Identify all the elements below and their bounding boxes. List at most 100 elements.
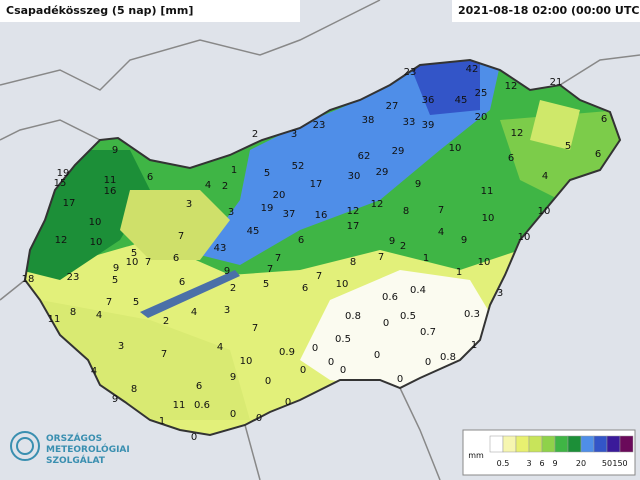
station-value: 3 xyxy=(497,288,503,299)
station-value: 0 xyxy=(300,365,306,376)
station-value: 10 xyxy=(478,257,491,268)
station-value: 6 xyxy=(147,172,153,183)
station-value: 7 xyxy=(106,297,112,308)
station-value: 7 xyxy=(252,323,258,334)
station-value: 0 xyxy=(340,365,346,376)
station-value: 0 xyxy=(191,432,197,443)
station-value: 9 xyxy=(112,145,118,156)
station-value: 5 xyxy=(264,168,270,179)
station-value: 16 xyxy=(104,186,117,197)
station-value: 33 xyxy=(403,117,416,128)
station-value: 10 xyxy=(126,257,139,268)
station-value: 23 xyxy=(404,67,417,78)
station-value: 10 xyxy=(240,356,253,367)
station-value: 6 xyxy=(601,114,607,125)
legend-swatch xyxy=(541,435,556,453)
station-value: 16 xyxy=(315,210,328,221)
logo-line: SZOLGÁLAT xyxy=(46,454,106,466)
station-value: 0 xyxy=(425,357,431,368)
legend-tick: 50 xyxy=(602,459,612,468)
station-value: 15 xyxy=(54,178,67,189)
title: Csapadékösszeg (5 nap) [mm] xyxy=(6,4,193,17)
station-value: 45 xyxy=(247,226,260,237)
station-value: 18 xyxy=(22,274,35,285)
station-value: 0 xyxy=(285,397,291,408)
station-value: 0 xyxy=(374,350,380,361)
station-value: 1 xyxy=(423,253,429,264)
legend-swatch xyxy=(619,435,634,453)
station-value: 0.5 xyxy=(335,334,351,345)
station-value: 12 xyxy=(511,128,524,139)
legend-swatch xyxy=(528,435,543,453)
station-value: 36 xyxy=(422,95,435,106)
station-value: 8 xyxy=(350,257,356,268)
legend-swatch xyxy=(502,435,517,453)
station-value: 0.6 xyxy=(194,400,210,411)
station-value: 37 xyxy=(283,209,296,220)
station-value: 10 xyxy=(90,237,103,248)
legend-swatch xyxy=(515,435,530,453)
station-value: 10 xyxy=(482,213,495,224)
station-value: 0.8 xyxy=(345,311,361,322)
station-value: 9 xyxy=(461,235,467,246)
station-value: 6 xyxy=(173,253,179,264)
station-value: 0 xyxy=(397,374,403,385)
station-value: 10 xyxy=(89,217,102,228)
station-value: 2 xyxy=(252,129,258,140)
station-value: 7 xyxy=(267,264,273,275)
legend: mm 0.5 3 6 9 20 50 150 xyxy=(462,429,636,476)
logo-line: METEOROLÓGIAI xyxy=(46,443,130,455)
station-value: 9 xyxy=(113,263,119,274)
station-value: 2 xyxy=(222,181,228,192)
station-value: 9 xyxy=(389,236,395,247)
station-value: 4 xyxy=(96,310,102,321)
station-value: 3 xyxy=(224,305,230,316)
station-value: 42 xyxy=(466,64,479,75)
legend-tick: 20 xyxy=(576,459,586,468)
station-value: 10 xyxy=(336,279,349,290)
station-value: 1 xyxy=(456,267,462,278)
station-value: 23 xyxy=(313,120,326,131)
legend-swatch xyxy=(554,435,569,453)
station-value: 38 xyxy=(362,115,375,126)
station-value: 7 xyxy=(161,349,167,360)
station-value: 4 xyxy=(91,366,97,377)
station-value: 2 xyxy=(400,241,406,252)
station-value: 0.8 xyxy=(440,352,456,363)
station-value: 9 xyxy=(415,179,421,190)
legend-tick: 6 xyxy=(539,459,544,468)
station-value: 1 xyxy=(471,340,477,351)
legend-swatch xyxy=(489,435,504,453)
station-value: 8 xyxy=(131,384,137,395)
station-value: 39 xyxy=(422,120,435,131)
station-value: 0.7 xyxy=(420,327,436,338)
station-value: 1 xyxy=(159,416,165,427)
station-value: 12 xyxy=(347,206,360,217)
station-value: 6 xyxy=(179,277,185,288)
station-value: 4 xyxy=(217,342,223,353)
station-value: 8 xyxy=(403,206,409,217)
station-value: 5 xyxy=(131,248,137,259)
station-value: 19 xyxy=(57,168,70,179)
station-value: 43 xyxy=(214,243,227,254)
logo: ORSZÁGOS METEOROLÓGIAI SZOLGÁLAT xyxy=(10,431,130,466)
station-value: 0.4 xyxy=(410,285,426,296)
station-value: 17 xyxy=(310,179,323,190)
station-value: 0 xyxy=(230,409,236,420)
station-value: 8 xyxy=(70,307,76,318)
legend-tick: 9 xyxy=(552,459,557,468)
station-value: 11 xyxy=(48,314,61,325)
station-value: 17 xyxy=(347,221,360,232)
legend-tick: 3 xyxy=(526,459,531,468)
legend-swatch xyxy=(606,435,621,453)
station-value: 45 xyxy=(455,95,468,106)
station-value: 5 xyxy=(263,279,269,290)
station-value: 4 xyxy=(542,171,548,182)
station-value: 10 xyxy=(538,206,551,217)
legend-tick: 0.5 xyxy=(497,459,510,468)
station-value: 21 xyxy=(550,77,563,88)
station-value: 9 xyxy=(112,394,118,405)
station-value: 5 xyxy=(565,141,571,152)
